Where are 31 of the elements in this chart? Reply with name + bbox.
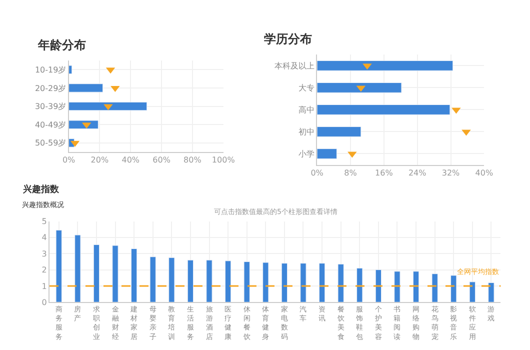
y-tick-label: 0 <box>42 298 47 307</box>
x-tick-label: 8% <box>344 168 358 178</box>
x-tick-label: 40% <box>122 156 140 165</box>
x-tick-label: 60% <box>152 156 171 165</box>
x-tick-label: 32% <box>442 168 460 178</box>
chart-title: 学历分布 <box>264 32 312 46</box>
y-tick-label: 40-49岁 <box>34 120 66 130</box>
y-tick-label: 20-29岁 <box>34 84 66 93</box>
y-tick-label: 小学 <box>298 150 314 159</box>
x-tick-label: 100% <box>212 156 236 165</box>
y-tick-label: 3 <box>42 249 47 258</box>
y-tick-label: 2 <box>42 266 47 275</box>
x-tick-label: 40% <box>475 168 494 178</box>
y-tick-label: 4 <box>42 233 47 242</box>
x-tick-label: 0% <box>310 168 324 178</box>
y-tick-label: 大专 <box>298 83 314 92</box>
y-tick-label: 初中 <box>298 128 314 137</box>
y-tick-label: 高中 <box>298 106 314 115</box>
y-tick-label: 10-19岁 <box>34 65 66 74</box>
y-tick-label: 本科及以上 <box>274 61 314 70</box>
y-tick-label: 30-39岁 <box>34 102 66 112</box>
y-tick-label: 1 <box>42 282 47 291</box>
x-tick-label: 80% <box>184 156 202 165</box>
x-tick-label: 24% <box>408 168 427 178</box>
chart-title: 兴趣指数 <box>22 184 60 195</box>
x-tick-label: 0% <box>62 156 76 165</box>
x-tick-label: 16% <box>375 168 394 178</box>
y-tick-label: 50-59岁 <box>34 138 66 148</box>
y-tick-label: 5 <box>42 217 47 226</box>
x-tick-label: 20% <box>90 156 109 165</box>
chart-title: 年龄分布 <box>37 38 86 52</box>
